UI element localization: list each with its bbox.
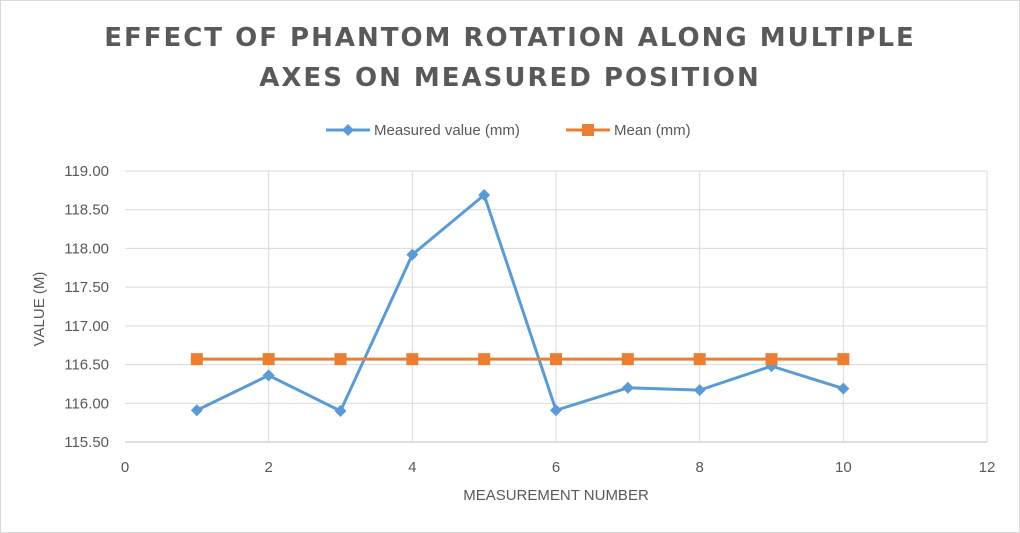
x-tick-label: 10 (835, 459, 852, 476)
data-point-marker (262, 369, 275, 382)
legend-label: Mean (mm) (614, 122, 691, 139)
data-point-marker (262, 353, 275, 366)
x-tick-label: 2 (264, 459, 272, 476)
x-axis-tick-labels: 0 2 4 6 8 10 12 (121, 459, 996, 476)
legend: Measured value (mm) Mean (mm) (326, 122, 691, 139)
y-tick-label: 119.00 (64, 163, 109, 180)
gridlines (125, 170, 988, 443)
y-tick-label: 117.00 (64, 318, 109, 335)
y-tick-label: 117.50 (64, 279, 109, 296)
data-point-marker (190, 353, 203, 366)
data-point-marker (334, 405, 347, 418)
y-tick-label: 116.00 (64, 395, 109, 412)
legend-item-1: Measured value (mm) (326, 122, 520, 139)
data-point-marker (406, 248, 419, 261)
data-point-marker (190, 404, 203, 417)
data-point-marker (693, 384, 706, 397)
data-point-marker (334, 353, 347, 366)
x-tick-label: 8 (695, 459, 703, 476)
data-point-marker (765, 353, 778, 366)
x-tick-label: 6 (552, 459, 560, 476)
data-point-marker (406, 353, 419, 366)
legend-swatch-marker (582, 124, 594, 136)
legend-item-2: Mean (mm) (566, 122, 691, 139)
data-point-marker (837, 382, 850, 395)
x-tick-label: 4 (408, 459, 416, 476)
data-point-marker (693, 353, 706, 366)
series-lines (196, 193, 844, 413)
series-line-1 (196, 193, 844, 413)
y-axis-title: VALUE (M) (31, 272, 48, 347)
data-point-marker (550, 353, 562, 366)
chart-title: EFFECT OF PHANTOM ROTATION ALONG MULTIPL… (0, 18, 1020, 98)
data-point-marker (621, 353, 634, 366)
data-point-marker (550, 404, 562, 417)
data-point-marker (621, 381, 634, 394)
x-axis-title: MEASUREMENT NUMBER (463, 487, 649, 504)
legend-swatch-marker (342, 124, 354, 136)
y-tick-label: 115.50 (64, 434, 109, 451)
data-point-marker (478, 189, 491, 202)
y-tick-label: 116.50 (64, 357, 109, 374)
legend-label: Measured value (mm) (374, 122, 520, 139)
y-axis-tick-labels: 115.50 116.00 116.50 117.00 117.50 118.00 118.… (64, 163, 109, 451)
x-tick-label: 0 (121, 459, 129, 476)
x-tick-label: 12 (979, 459, 996, 476)
series-markers (190, 189, 850, 418)
y-tick-label: 118.50 (64, 202, 109, 219)
data-point-marker (478, 353, 491, 366)
chart-title-line-1: EFFECT OF PHANTOM ROTATION ALONG MULTIPL… (104, 23, 916, 53)
data-point-marker (837, 353, 850, 366)
chart-title-line-2: AXES ON MEASURED POSITION (259, 63, 761, 93)
y-tick-label: 118.00 (64, 240, 109, 257)
